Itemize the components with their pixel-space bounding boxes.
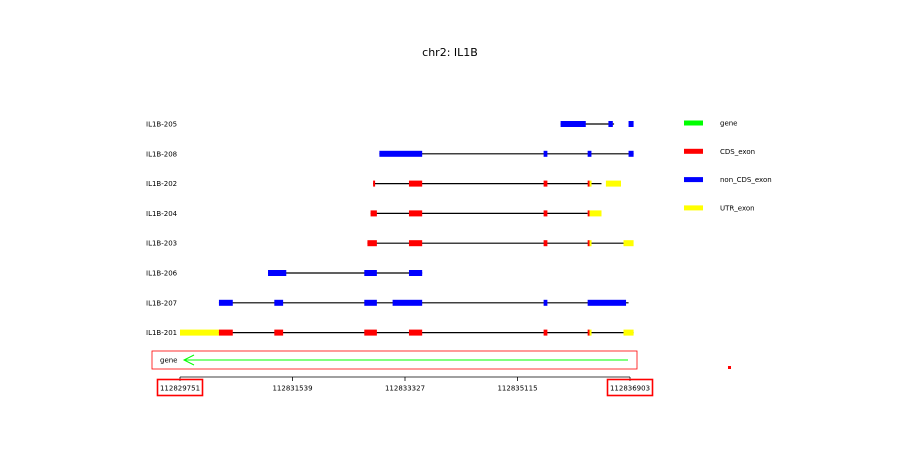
exon-block <box>587 329 590 336</box>
exon-block <box>543 210 548 217</box>
exon-block <box>180 329 219 336</box>
legend-swatch <box>684 120 703 126</box>
exon-block <box>373 180 376 187</box>
exon-block <box>218 329 233 336</box>
exon-block <box>408 210 423 217</box>
exon-block <box>543 329 548 336</box>
exon-block <box>623 240 634 247</box>
transcript-label: IL1B-203 <box>146 240 177 248</box>
exon-block <box>560 121 586 127</box>
exon-block <box>628 150 634 157</box>
highlighted-tick-box <box>606 378 654 397</box>
x-axis-tick-label: 112833327 <box>385 385 425 393</box>
exon-block <box>543 180 548 187</box>
exon-block <box>379 150 423 157</box>
exon-block <box>408 329 423 336</box>
exon-block <box>274 299 284 306</box>
transcript-label: IL1B-207 <box>146 299 177 307</box>
exon-block <box>408 180 423 187</box>
exon-block <box>587 240 590 247</box>
transcript-label: IL1B-201 <box>146 329 177 337</box>
exon-block <box>589 240 592 247</box>
exon-block <box>408 240 423 247</box>
exon-block <box>543 240 548 247</box>
exon-block <box>608 121 613 127</box>
exon-block <box>364 299 377 306</box>
legend-label: CDS_exon <box>720 148 755 156</box>
exon-block <box>587 180 590 187</box>
exon-block <box>587 210 590 217</box>
legend-label: UTR_exon <box>720 204 755 212</box>
exon-block <box>408 270 423 276</box>
transcript-label: IL1B-208 <box>146 150 177 158</box>
transcript-label: IL1B-205 <box>146 121 177 129</box>
x-axis-tick-label: 112836903 <box>610 385 650 393</box>
legend-label: non_CDS_exon <box>720 176 772 184</box>
exon-block <box>623 329 634 336</box>
exon-block <box>364 270 377 276</box>
exon-block <box>392 299 423 306</box>
gene-arrow-head <box>182 354 195 366</box>
legend-swatch <box>684 148 703 154</box>
gene-track-label: gene <box>160 357 178 365</box>
x-axis-tick-label: 112835115 <box>497 385 537 393</box>
transcript-label: IL1B-204 <box>146 210 178 218</box>
exon-block <box>589 210 602 217</box>
exon-block <box>628 121 634 127</box>
figure-title: chr2: IL1B <box>422 46 478 59</box>
highlighted-tick-box <box>156 378 204 397</box>
exon-block <box>218 299 233 306</box>
x-axis-tick-label: 112829751 <box>160 385 200 393</box>
exon-block <box>587 299 627 306</box>
exon-block <box>589 180 592 187</box>
exon-block <box>587 150 592 157</box>
legend-label: gene <box>720 120 738 128</box>
exon-block <box>370 210 377 217</box>
exon-block <box>543 299 548 306</box>
exon-block <box>268 270 287 276</box>
transcript-label: IL1B-206 <box>146 270 178 278</box>
transcript-label: IL1B-202 <box>146 180 177 188</box>
gene-track-box <box>151 350 638 370</box>
x-axis-tick-label: 112831539 <box>272 385 312 393</box>
legend-swatch <box>684 205 703 211</box>
exon-block <box>367 240 377 247</box>
exon-block <box>589 329 592 336</box>
exon-block <box>274 329 284 336</box>
exon-block <box>543 150 548 157</box>
exon-block <box>605 180 622 187</box>
exon-block <box>364 329 377 336</box>
legend-swatch <box>684 177 703 183</box>
marker-dot <box>728 366 731 369</box>
